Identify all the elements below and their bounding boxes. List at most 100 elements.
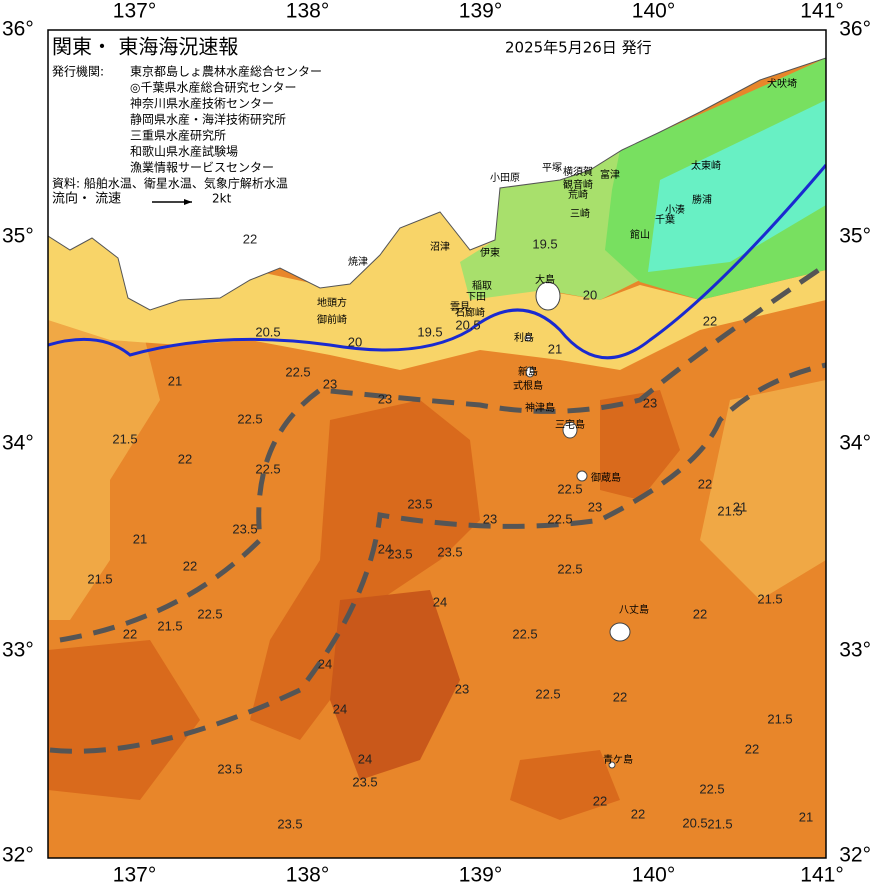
place-name: 伊東 bbox=[480, 246, 500, 259]
place-name: 下田 bbox=[466, 292, 486, 303]
lat-tick-label: 36° bbox=[2, 18, 34, 41]
issuer: 静岡県水産・海洋技術研究所 bbox=[130, 112, 286, 127]
place-name: 小湊 bbox=[665, 203, 685, 216]
map-frame bbox=[47, 29, 827, 859]
contour-label: 21.5 bbox=[717, 503, 742, 518]
lat-tick-label: 33° bbox=[839, 639, 871, 662]
contour-label: 24 bbox=[378, 541, 392, 556]
contour-label: 22 bbox=[693, 606, 707, 621]
flow-scale: 2kt bbox=[212, 192, 232, 206]
contour-label: 22 bbox=[703, 313, 717, 328]
place-name: 青ケ島 bbox=[603, 753, 633, 766]
contour-label: 20.5 bbox=[682, 815, 707, 830]
place-name: 勝浦 bbox=[692, 193, 712, 206]
flow-label: 流向・ 流速 bbox=[52, 191, 121, 207]
contour-label: 20.5 bbox=[455, 317, 480, 332]
contour-label: 21.5 bbox=[757, 591, 782, 606]
place-name: 沼津 bbox=[430, 240, 450, 253]
contour-label: 21.5 bbox=[767, 711, 792, 726]
place-name: 新島 bbox=[518, 365, 538, 378]
lon-tick-label: 138° bbox=[286, 864, 329, 887]
contour-label: 19.5 bbox=[417, 324, 442, 339]
contour-label: 23.5 bbox=[232, 521, 257, 536]
contour-label: 22.5 bbox=[547, 511, 572, 526]
island bbox=[562, 421, 578, 439]
place-name: 三宅島 bbox=[555, 418, 585, 431]
place-name: 犬吠埼 bbox=[767, 77, 797, 90]
contour-label: 22 bbox=[243, 231, 257, 246]
lon-tick-label: 141° bbox=[800, 0, 843, 23]
contour-label: 22 bbox=[698, 476, 712, 491]
lon-tick-label: 140° bbox=[632, 864, 675, 887]
place-name: 御蔵島 bbox=[591, 471, 621, 484]
place-name: 石廊崎 bbox=[455, 306, 485, 319]
contour-label: 22.5 bbox=[535, 686, 560, 701]
issuer: 東京都島しょ農林水産総合センター bbox=[130, 64, 322, 79]
lat-tick-label: 35° bbox=[839, 225, 871, 248]
contour-label: 21.5 bbox=[707, 816, 732, 831]
lon-tick-label: 137° bbox=[113, 0, 156, 23]
flow-arrow-head bbox=[184, 199, 192, 205]
issuer: 神奈川県水産技術センター bbox=[130, 96, 274, 111]
contour-label: 22 bbox=[593, 793, 607, 808]
place-name: 稲取 bbox=[472, 280, 492, 292]
place-name: 御前崎 bbox=[317, 313, 347, 326]
lon-tick-label: 138° bbox=[286, 0, 329, 23]
place-name: 太東崎 bbox=[691, 159, 721, 172]
island bbox=[608, 761, 616, 769]
contour-label: 19.5 bbox=[532, 236, 557, 251]
contour-label: 21 bbox=[733, 499, 747, 514]
contour-label: 23 bbox=[483, 511, 497, 526]
contour-label: 22.5 bbox=[255, 461, 280, 476]
place-name: 館山 bbox=[630, 228, 650, 241]
place-name: 横須賀 bbox=[563, 165, 593, 178]
lat-tick-label: 33° bbox=[2, 639, 34, 662]
cool-patch bbox=[700, 380, 826, 600]
contour-label: 20 bbox=[583, 287, 597, 302]
contour-label: 23.5 bbox=[277, 816, 302, 831]
contour-label: 23.5 bbox=[352, 774, 377, 789]
contour-label: 22.5 bbox=[557, 561, 582, 576]
place-name: 観音崎 bbox=[563, 178, 593, 191]
lon-tick-label: 140° bbox=[632, 0, 675, 23]
header: 関東・ 東海海況速報 2025年5月26日 発行 発行機関: 東京都島しょ農林水… bbox=[52, 35, 652, 207]
warm-patch bbox=[250, 400, 480, 740]
cool-patch bbox=[48, 300, 160, 620]
sources: 資料: 船舶水温、衛星水温、気象庁解析水温 bbox=[52, 176, 288, 191]
contour-label: 23 bbox=[378, 391, 392, 406]
place-name: 地頭方 bbox=[317, 296, 347, 309]
contour-label: 21 bbox=[168, 373, 182, 388]
contour-label: 23.5 bbox=[407, 496, 432, 511]
place-name: 式根島 bbox=[513, 379, 543, 392]
contour-label: 23 bbox=[588, 499, 602, 514]
warm-patch bbox=[48, 640, 200, 800]
contour-label: 22.5 bbox=[237, 411, 262, 426]
issuer: 三重県水産研究所 bbox=[130, 128, 226, 143]
contour-label: 22.5 bbox=[197, 606, 222, 621]
kuroshio-axis bbox=[49, 362, 826, 754]
contour-label: 24 bbox=[333, 701, 347, 716]
lat-tick-label: 35° bbox=[2, 225, 34, 248]
contour-label: 20.5 bbox=[255, 324, 280, 339]
issuer: ◎千葉県水産総合研究センター bbox=[130, 80, 296, 95]
place-name: 千葉 bbox=[655, 213, 675, 226]
contour-label: 21 bbox=[548, 341, 562, 356]
island bbox=[609, 622, 631, 642]
place-name: 平塚 bbox=[542, 162, 562, 174]
place-name: 雲見 bbox=[450, 301, 470, 313]
place-name: 八丈島 bbox=[619, 603, 649, 616]
lat-tick-label: 32° bbox=[839, 844, 871, 867]
coastal-band bbox=[648, 100, 826, 272]
issuer-label: 発行機関: bbox=[52, 64, 104, 79]
contour-label: 22 bbox=[123, 626, 137, 641]
contour-label: 24 bbox=[358, 751, 372, 766]
title: 関東・ 東海海況速報 bbox=[52, 35, 238, 59]
contour-label: 23 bbox=[643, 395, 657, 410]
contour-label: 23 bbox=[455, 681, 469, 696]
place-name: 小田原 bbox=[490, 172, 520, 184]
lon-tick-label: 139° bbox=[459, 864, 502, 887]
lat-tick-label: 34° bbox=[839, 432, 871, 455]
land bbox=[48, 30, 826, 311]
